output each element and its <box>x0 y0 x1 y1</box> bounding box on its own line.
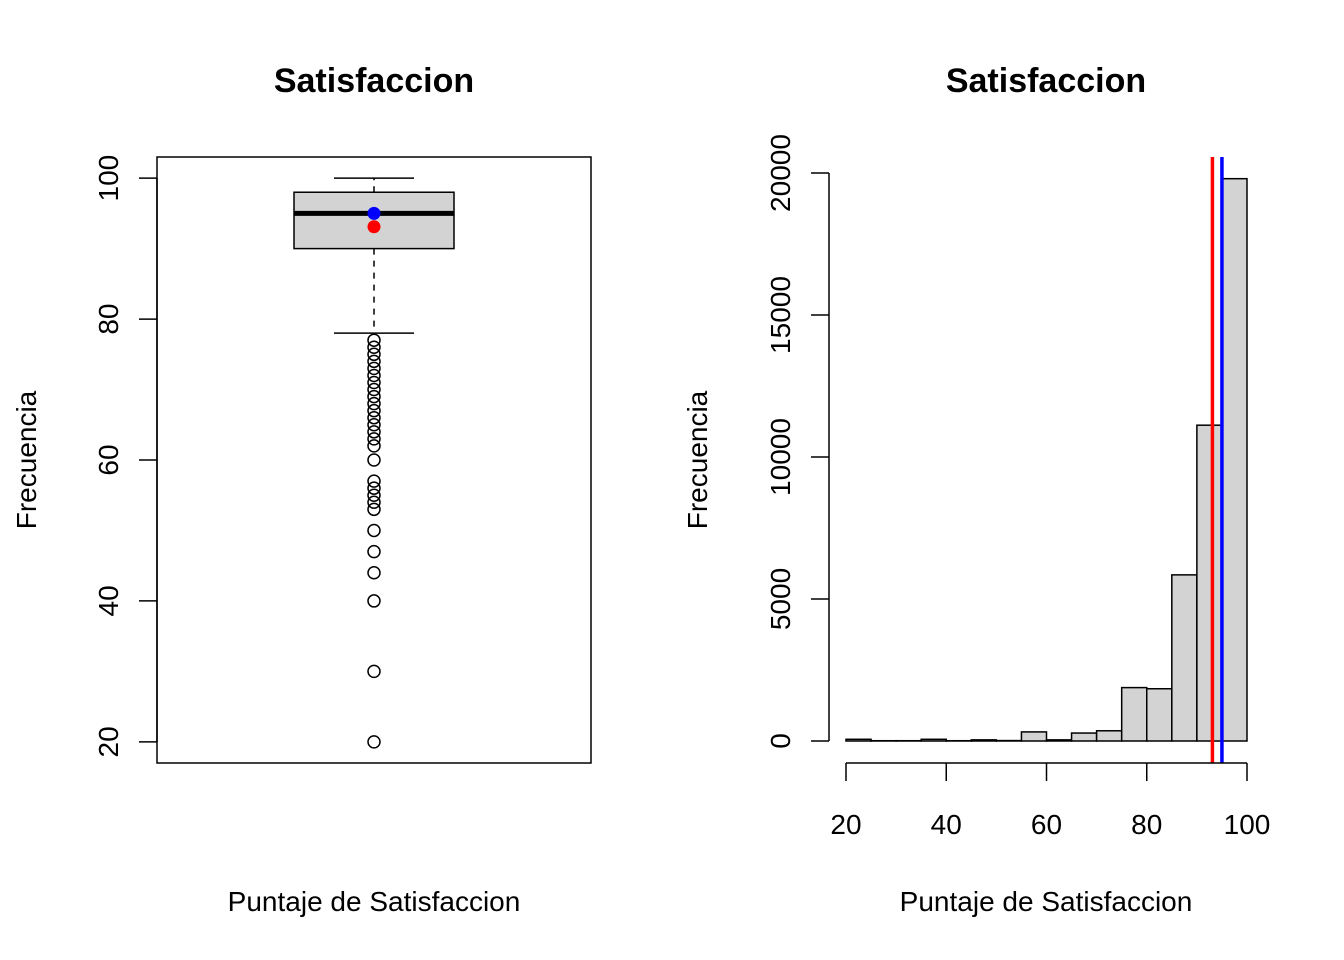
outlier-point <box>367 425 381 439</box>
histogram-bar <box>1070 732 1098 742</box>
outlier-point <box>367 474 381 488</box>
histogram-y-axis-label: Frecuencia <box>682 390 713 529</box>
boxplot-x-axis-label: Puntaje de Satisfaccion <box>228 886 521 917</box>
histogram-panel: Satisfaccion 0 5000 10000 15000 20000 20 40 60… <box>682 62 1270 917</box>
histogram-x-tick-label: 100 <box>1224 809 1271 840</box>
boxplot-y-axis: 20 40 60 80 100 <box>93 155 158 757</box>
histogram-bar <box>1095 730 1123 742</box>
outlier-point <box>367 396 381 411</box>
histogram-bar <box>970 739 998 742</box>
boxplot-y-tick-label: 100 <box>93 155 124 202</box>
outlier-point <box>367 354 381 369</box>
boxplot-y-tick-label: 40 <box>93 585 124 616</box>
histogram-bar <box>845 738 872 742</box>
boxplot-outliers <box>367 333 381 749</box>
boxplot-y-tick-label: 60 <box>93 444 124 475</box>
histogram-bar <box>1146 687 1173 742</box>
outlier-point <box>367 439 381 453</box>
histogram-x-tick-label: 80 <box>1131 809 1162 840</box>
histogram-x-tick-label: 20 <box>830 809 861 840</box>
outlier-point <box>367 495 381 510</box>
outlier-point <box>367 502 381 517</box>
outlier-point <box>367 368 381 383</box>
outlier-point <box>367 432 381 446</box>
histogram-x-axis-label: Puntaje de Satisfaccion <box>900 886 1193 917</box>
boxplot-title: Satisfaccion <box>274 62 474 100</box>
histogram-y-tick-label: 5000 <box>765 568 796 630</box>
outlier-point <box>367 488 381 502</box>
outlier-point <box>367 544 381 559</box>
outlier-point <box>367 481 381 495</box>
outlier-point <box>367 453 381 467</box>
boxplot-summary-points <box>367 206 381 234</box>
boxplot-y-axis-label: Frecuencia <box>11 390 42 529</box>
outlier-point <box>367 375 381 390</box>
histogram-y-tick-label: 0 <box>765 733 796 749</box>
outlier-point <box>367 664 381 679</box>
outlier-point <box>367 347 381 362</box>
histogram-y-tick-label: 15000 <box>765 276 796 354</box>
outlier-point <box>367 565 381 580</box>
histogram-y-tick-label: 10000 <box>765 418 796 496</box>
histogram-y-tick-label: 20000 <box>765 134 796 212</box>
histogram-bar <box>1221 177 1248 742</box>
outlier-point <box>367 410 381 425</box>
outlier-point <box>367 523 381 538</box>
histogram-bar <box>1120 686 1148 742</box>
median-point <box>367 206 381 220</box>
outlier-point <box>367 361 381 376</box>
outlier-point <box>367 735 381 749</box>
boxplot-y-tick-label: 80 <box>93 303 124 334</box>
outlier-point <box>367 389 381 404</box>
histogram-title: Satisfaccion <box>946 62 1146 100</box>
histogram-bar <box>1171 574 1198 742</box>
outlier-point <box>367 382 381 397</box>
boxplot-body <box>293 177 455 334</box>
histogram-bar <box>1196 424 1223 742</box>
histogram-bars <box>845 177 1248 742</box>
histogram-bar <box>1020 731 1048 742</box>
histogram-x-tick-label: 60 <box>1031 809 1062 840</box>
mean-point <box>367 220 381 234</box>
histogram-y-axis: 0 5000 10000 15000 20000 <box>765 134 830 749</box>
outlier-point <box>367 340 381 355</box>
histogram-reference-lines <box>1210 157 1224 763</box>
outlier-point <box>367 333 381 347</box>
outlier-point <box>367 594 381 608</box>
histogram-x-axis: 20 40 60 80 100 <box>830 762 1271 840</box>
histogram-x-tick-label: 40 <box>931 809 962 840</box>
histogram-bar <box>920 738 947 742</box>
outlier-point <box>367 418 381 432</box>
boxplot-y-tick-label: 20 <box>93 726 124 757</box>
boxplot-panel: Satisfaccion 20 40 60 80 100 Puntaje de Sati… <box>11 62 592 917</box>
histogram-bar <box>1045 739 1073 742</box>
outlier-point <box>367 403 381 418</box>
